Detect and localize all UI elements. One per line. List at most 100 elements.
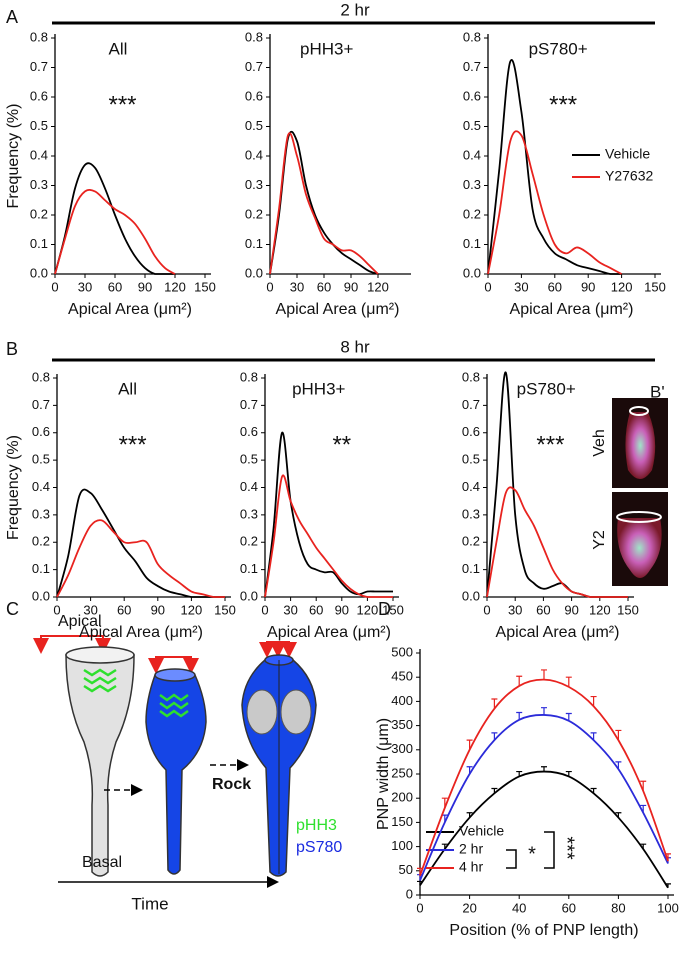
series-line [264, 431, 393, 598]
y-tick-label: 0.7 [462, 397, 480, 412]
y-tick-label: 0.5 [32, 452, 50, 467]
significance: *** [549, 91, 577, 118]
y-tick-label: 0.0 [240, 588, 258, 603]
x-tick-label: 20 [462, 900, 476, 915]
series-line [269, 130, 379, 275]
y-tick-label: 0.2 [32, 534, 50, 549]
x-tick-label: 60 [108, 279, 122, 294]
y-tick-label: 0.8 [245, 29, 263, 44]
x-axis-label: Apical Area (μm²) [68, 301, 192, 318]
x-tick-label: 90 [138, 279, 152, 294]
y-tick-label: 0.6 [463, 88, 481, 103]
chart: 0.00.10.20.30.40.50.60.70.80 30 60 90 120 150… [5, 29, 216, 318]
y-tick-label: 0.1 [30, 236, 48, 251]
chromosomes [159, 693, 189, 718]
y-axis-label: Frequency (%) [5, 435, 22, 540]
y-tick-label: 0.6 [462, 424, 480, 439]
significance: *** [556, 836, 578, 860]
row-title: 8 hr [340, 337, 370, 356]
x-tick-label: 100 [657, 900, 679, 915]
panel-label: D [378, 599, 391, 619]
nucleus [246, 689, 278, 735]
bracket [506, 849, 517, 869]
apical-ring [616, 511, 662, 523]
x-axis-label: Apical Area (μm²) [510, 301, 634, 318]
y-tick-label: 0.4 [462, 479, 480, 494]
y-tick-label: 0.1 [32, 561, 50, 576]
y-tick-label: 0.5 [240, 452, 258, 467]
time-label: Time [131, 894, 168, 913]
y-axis-label: PNP width (μm) [375, 718, 392, 830]
panel-label: B' [650, 382, 665, 401]
inset-label: Y2 [591, 530, 608, 550]
y-tick-label: 100 [391, 838, 413, 853]
apical-ring [629, 406, 649, 416]
legend-label: 4 hr [459, 859, 483, 875]
y-tick-label: 300 [391, 741, 413, 756]
y-tick-label: 0.3 [30, 177, 48, 192]
series-line [487, 59, 622, 275]
legend-label: Vehicle [605, 146, 650, 162]
y-tick-label: 0 [406, 886, 413, 901]
y-tick-label: 0.4 [240, 479, 258, 494]
y-tick-label: 0.1 [245, 236, 263, 251]
series-line [54, 189, 176, 275]
series-line [486, 486, 628, 598]
panel-label: B [6, 339, 18, 359]
y-tick-label: 0.4 [32, 479, 50, 494]
y-tick-label: 0.4 [245, 147, 263, 162]
x-tick-label: 0 [51, 279, 58, 294]
x-tick-label: 120 [589, 602, 611, 617]
legend-label: 2 hr [459, 841, 483, 857]
x-tick-label: 60 [317, 279, 331, 294]
y-tick-label: 0.6 [32, 424, 50, 439]
y-tick-label: 0.1 [240, 561, 258, 576]
x-tick-label: 0 [484, 279, 491, 294]
series-line [487, 130, 623, 275]
basal-label: Basal [82, 854, 122, 871]
chart-title: All [109, 39, 128, 58]
error-bar [541, 707, 547, 715]
x-tick-label: 120 [164, 279, 186, 294]
x-tick-label: 150 [617, 602, 639, 617]
series-line [269, 132, 379, 275]
y-tick-label: 200 [391, 790, 413, 805]
x-tick-label: 150 [382, 602, 404, 617]
y-tick-label: 0.7 [245, 59, 263, 74]
y-tick-label: 0.4 [463, 147, 481, 162]
chart: 0.00.10.20.30.40.50.60.70.80 30 60 90 120 150… [240, 369, 404, 641]
y-tick-label: 0.6 [245, 88, 263, 103]
x-tick-label: 60 [548, 279, 562, 294]
cell-diagram: Apical Basal Rock pHH3 pS780 Time [33, 613, 342, 913]
y-tick-label: 0.0 [32, 588, 50, 603]
apical-label: Apical [58, 613, 102, 630]
y-tick-label: 0.8 [30, 29, 48, 44]
x-tick-label: 60 [536, 602, 550, 617]
y-tick-label: 0.5 [463, 118, 481, 133]
y-tick-label: 0.3 [240, 506, 258, 521]
x-tick-label: 120 [181, 602, 203, 617]
y-tick-label: 0.2 [30, 206, 48, 221]
cell [65, 654, 135, 877]
chart: 0.0 0.1 0.2 0.3 0.4 0.5 0.6 0.7 0.8 0 30 60 90 120 Api… [245, 29, 411, 318]
x-tick-label: 120 [367, 279, 389, 294]
significance: *** [119, 431, 147, 458]
chart-title: All [118, 379, 137, 398]
error-bar [516, 675, 523, 686]
x-tick-label: 120 [357, 602, 379, 617]
x-tick-label: 30 [78, 279, 92, 294]
y-tick-label: 0.2 [245, 206, 263, 221]
y-tick-label: 0.2 [462, 534, 480, 549]
x-tick-label: 0 [53, 602, 60, 617]
y-tick-label: 400 [391, 693, 413, 708]
error-bar [590, 695, 597, 707]
significance: ** [332, 431, 351, 458]
x-axis-label: Apical Area (μm²) [79, 624, 203, 641]
series-line [264, 474, 393, 598]
y-tick-label: 0.0 [462, 588, 480, 603]
series-line [419, 678, 669, 876]
marker-label: pHH3 [296, 817, 337, 834]
x-axis-label: Apical Area (μm²) [267, 624, 391, 641]
y-tick-label: 0.1 [462, 561, 480, 576]
